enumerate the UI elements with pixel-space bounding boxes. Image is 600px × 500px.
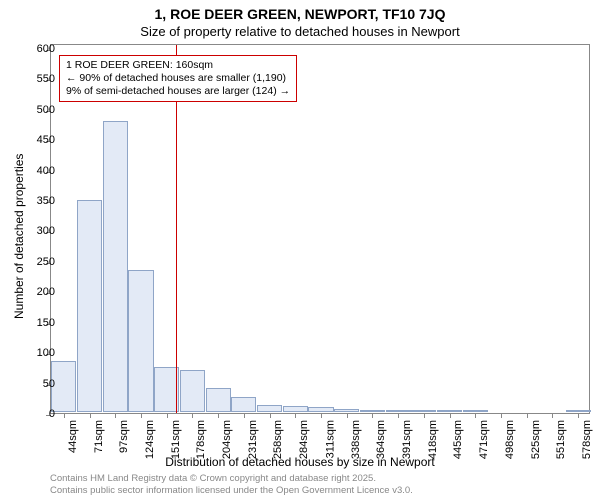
y-tick-label: 200 [15,286,55,298]
x-tick-label: 338sqm [350,420,362,459]
x-tick-label: 391sqm [401,420,413,459]
histogram-bar [283,406,308,412]
x-tick-mark [501,413,502,418]
x-tick-mark [244,413,245,418]
plot-area: 1 ROE DEER GREEN: 160sqm ← 90% of detach… [50,44,590,414]
histogram-bar [257,405,282,412]
y-tick-label: 600 [15,43,55,55]
x-tick-mark [578,413,579,418]
chart-title: 1, ROE DEER GREEN, NEWPORT, TF10 7JQ [0,6,600,22]
histogram-bar [231,397,256,412]
x-tick-label: 178sqm [195,420,207,459]
plot-frame: 1 ROE DEER GREEN: 160sqm ← 90% of detach… [50,44,590,414]
histogram-bar [77,200,102,412]
histogram-bar [51,361,76,412]
annotation-line3: 9% of semi-detached houses are larger (1… [66,85,290,98]
y-tick-label: 0 [15,408,55,420]
footer-line1: Contains HM Land Registry data © Crown c… [50,473,413,484]
x-tick-label: 258sqm [273,420,285,459]
y-tick-label: 100 [15,347,55,359]
histogram-bar [180,370,205,412]
x-tick-label: 44sqm [67,420,79,453]
x-tick-mark [424,413,425,418]
x-tick-label: 284sqm [298,420,310,459]
annotation-line1: 1 ROE DEER GREEN: 160sqm [66,59,290,72]
x-tick-label: 525sqm [530,420,542,459]
histogram-bar [308,407,333,412]
x-tick-label: 71sqm [93,420,105,453]
footer-line2: Contains public sector information licen… [50,485,413,496]
histogram-bar [411,410,436,412]
x-tick-label: 445sqm [453,420,465,459]
x-tick-label: 418sqm [427,420,439,459]
chart-subtitle: Size of property relative to detached ho… [0,24,600,39]
annotation-box: 1 ROE DEER GREEN: 160sqm ← 90% of detach… [59,55,297,102]
x-tick-label: 151sqm [170,420,182,459]
x-tick-label: 97sqm [118,420,130,453]
x-tick-mark [115,413,116,418]
x-tick-label: 311sqm [324,420,336,458]
histogram-bar [334,409,359,412]
x-tick-mark [270,413,271,418]
x-tick-mark [141,413,142,418]
histogram-bar [206,388,231,412]
histogram-bar [128,270,153,412]
x-tick-label: 578sqm [581,420,593,459]
x-tick-label: 498sqm [504,420,516,459]
footer: Contains HM Land Registry data © Crown c… [50,473,413,496]
x-tick-mark [475,413,476,418]
x-tick-label: 231sqm [247,420,259,459]
x-tick-mark [527,413,528,418]
histogram-bar [566,410,591,412]
x-tick-mark [192,413,193,418]
x-tick-label: 364sqm [375,420,387,459]
x-tick-mark [321,413,322,418]
x-tick-label: 471sqm [478,420,490,459]
x-tick-mark [167,413,168,418]
histogram-bar [437,410,462,412]
x-tick-mark [64,413,65,418]
x-tick-mark [450,413,451,418]
x-tick-mark [372,413,373,418]
y-tick-label: 500 [15,104,55,116]
x-tick-label: 204sqm [221,420,233,459]
histogram-bar [360,410,385,412]
x-tick-label: 124sqm [144,420,156,459]
x-tick-mark [347,413,348,418]
histogram-bar [463,410,488,412]
x-tick-mark [295,413,296,418]
x-tick-label: 551sqm [555,420,567,459]
x-tick-mark [552,413,553,418]
y-tick-label: 250 [15,256,55,268]
chart-container: 1, ROE DEER GREEN, NEWPORT, TF10 7JQ Siz… [0,0,600,500]
x-tick-mark [398,413,399,418]
y-tick-label: 400 [15,165,55,177]
x-axis-title: Distribution of detached houses by size … [0,455,600,469]
y-tick-label: 50 [15,378,55,390]
x-tick-mark [90,413,91,418]
histogram-bar [386,410,411,412]
y-tick-label: 300 [15,225,55,237]
y-tick-label: 150 [15,317,55,329]
x-tick-mark [218,413,219,418]
y-tick-label: 350 [15,195,55,207]
histogram-bar [103,121,128,412]
y-tick-label: 550 [15,73,55,85]
y-tick-label: 450 [15,134,55,146]
annotation-line2: ← 90% of detached houses are smaller (1,… [66,72,290,85]
